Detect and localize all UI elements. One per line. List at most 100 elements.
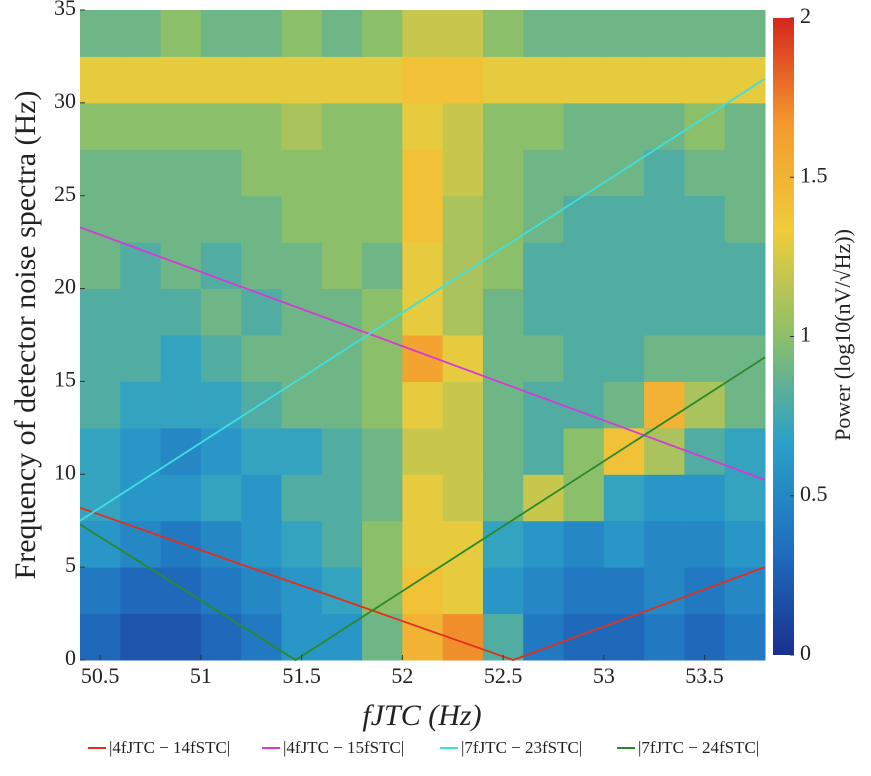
heatmap-cell bbox=[241, 613, 282, 661]
heatmap-cell bbox=[603, 613, 645, 661]
series-line bbox=[79, 226, 766, 481]
heatmap-cell bbox=[281, 335, 323, 382]
heatmap-cell bbox=[644, 381, 685, 429]
heatmap-cell bbox=[200, 567, 242, 615]
heatmap-cell bbox=[120, 567, 162, 615]
heatmap-cell bbox=[120, 149, 162, 197]
heatmap-cell bbox=[482, 10, 524, 57]
heatmap-cell bbox=[362, 102, 403, 150]
heatmap-cell bbox=[321, 56, 363, 104]
x-tick-label: 50.5 bbox=[81, 663, 120, 688]
legend-label: |7fJTC − 24fSTC| bbox=[638, 738, 759, 757]
heatmap-cell bbox=[523, 10, 565, 57]
colorbar-label: Power (log10(nV/√Hz)) bbox=[830, 229, 855, 441]
heatmap-cell bbox=[200, 195, 242, 243]
heatmap-cell bbox=[563, 288, 605, 336]
heatmap-cell bbox=[563, 427, 605, 475]
heatmap-cell bbox=[684, 195, 726, 243]
heatmap-cell bbox=[523, 381, 565, 429]
heatmap-cell bbox=[644, 335, 685, 382]
heatmap-cell bbox=[603, 567, 645, 615]
heatmap-cell bbox=[724, 335, 766, 382]
heatmap-cell bbox=[684, 56, 726, 104]
heatmap-cell bbox=[402, 56, 444, 104]
heatmap-cell bbox=[523, 427, 565, 475]
heatmap-cell bbox=[80, 149, 121, 197]
heatmap-cell bbox=[120, 520, 162, 568]
heatmap-cell bbox=[241, 335, 282, 382]
heatmap-cell bbox=[200, 149, 242, 197]
heatmap-cell bbox=[482, 288, 524, 336]
heatmap-cell bbox=[563, 242, 605, 290]
heatmap-cell bbox=[362, 149, 403, 197]
heatmap-cell bbox=[241, 427, 282, 475]
heatmap-cell bbox=[160, 56, 202, 104]
heatmap-cell bbox=[281, 56, 323, 104]
x-tick-label: 53.5 bbox=[685, 663, 724, 688]
heatmap-cell bbox=[482, 335, 524, 382]
heatmap-cell bbox=[603, 335, 645, 382]
heatmap-cell bbox=[200, 520, 242, 568]
heatmap-cell bbox=[321, 288, 363, 336]
y-tick-label: 5 bbox=[65, 552, 76, 577]
heatmap-cell bbox=[281, 288, 323, 336]
heatmap-cell bbox=[402, 149, 444, 197]
legend-label: |7fJTC − 23fSTC| bbox=[461, 738, 582, 757]
heatmap-cell bbox=[402, 427, 444, 475]
heatmap-cell bbox=[80, 567, 121, 615]
heatmap-cell bbox=[402, 242, 444, 290]
heatmap-cell bbox=[644, 102, 685, 150]
heatmap-cell bbox=[321, 381, 363, 429]
heatmap-cell bbox=[160, 288, 202, 336]
heatmap-cell bbox=[563, 520, 605, 568]
heatmap-cell bbox=[241, 567, 282, 615]
heatmap-cell bbox=[724, 520, 766, 568]
heatmap-cell bbox=[321, 427, 363, 475]
heatmap-cell bbox=[321, 242, 363, 290]
heatmap-cell bbox=[603, 427, 645, 475]
lines bbox=[79, 77, 766, 662]
heatmap-cell bbox=[402, 10, 444, 57]
heatmap-cell bbox=[523, 613, 565, 661]
heatmap-cell bbox=[482, 474, 524, 522]
heatmap-cell bbox=[281, 381, 323, 429]
heatmap-cell bbox=[442, 149, 484, 197]
heatmap-cell bbox=[160, 149, 202, 197]
heatmap-cell bbox=[241, 195, 282, 243]
heatmap-cell bbox=[241, 474, 282, 522]
heatmap-cell bbox=[523, 520, 565, 568]
heatmap-cell bbox=[160, 613, 202, 661]
heatmap-cell bbox=[644, 56, 685, 104]
heatmap-cell bbox=[241, 288, 282, 336]
heatmap-cell bbox=[442, 427, 484, 475]
heatmap-cell bbox=[482, 520, 524, 568]
heatmap-cell bbox=[362, 288, 403, 336]
heatmap-cell bbox=[563, 381, 605, 429]
heatmap-cell bbox=[402, 381, 444, 429]
heatmap-cell bbox=[281, 427, 323, 475]
heatmap-cell bbox=[442, 10, 484, 57]
heatmap-cell bbox=[200, 335, 242, 382]
heatmap-cell bbox=[523, 102, 565, 150]
heatmap-cell bbox=[644, 242, 685, 290]
heatmap-cell bbox=[80, 381, 121, 429]
series-line bbox=[79, 77, 766, 522]
heatmap bbox=[80, 10, 766, 661]
heatmap-cell bbox=[684, 613, 726, 661]
heatmap-cell bbox=[80, 102, 121, 150]
heatmap-cell bbox=[724, 195, 766, 243]
heatmap-cell bbox=[362, 195, 403, 243]
heatmap-cell bbox=[200, 427, 242, 475]
heatmap-cell bbox=[200, 56, 242, 104]
colorbar bbox=[773, 18, 794, 655]
x-tick-label: 51 bbox=[190, 663, 212, 688]
heatmap-cell bbox=[563, 474, 605, 522]
heatmap-cell bbox=[80, 335, 121, 382]
heatmap-cell bbox=[160, 567, 202, 615]
heatmap-cell bbox=[200, 102, 242, 150]
x-tick-label: 52.5 bbox=[484, 663, 523, 688]
heatmap-cell bbox=[281, 102, 323, 150]
heatmap-cell bbox=[281, 149, 323, 197]
colorbar-tick-label: 0.5 bbox=[800, 481, 828, 506]
